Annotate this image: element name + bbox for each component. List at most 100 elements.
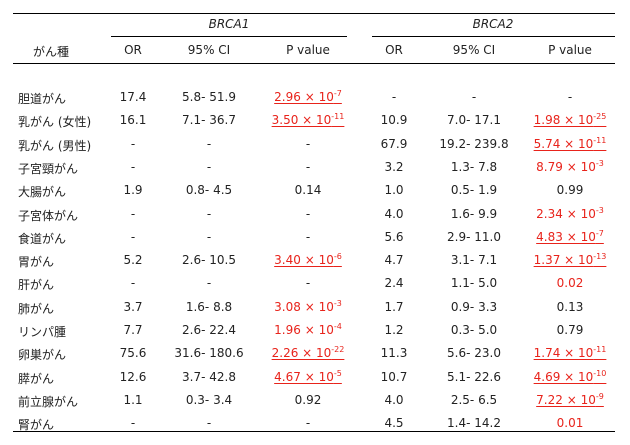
p-value-mantissa: 3.40 × 10 bbox=[274, 253, 334, 267]
cancer-type: 子宮頸がん bbox=[18, 162, 79, 176]
p-value-mantissa: 4.69 × 10 bbox=[533, 370, 594, 384]
p-value: 4.69 × 10-10 bbox=[533, 370, 607, 385]
p-value-exponent: -5 bbox=[333, 369, 342, 378]
brca2-ci: 1.1- 5.0 bbox=[450, 276, 498, 290]
p-value-mantissa: 2.96 × 10 bbox=[274, 90, 334, 104]
cancer-type: 胆道がん bbox=[18, 92, 67, 106]
brca1-ci: 31.6- 180.6 bbox=[174, 346, 244, 360]
brca2-ci: 19.2- 239.8 bbox=[439, 137, 509, 151]
brca2-or: 2.4 bbox=[384, 276, 404, 290]
p-value: - bbox=[306, 160, 310, 174]
brca1-ci: - bbox=[206, 276, 212, 290]
brca1-ci-header: 95% CI bbox=[187, 43, 231, 57]
p-value: 0.79 bbox=[557, 323, 584, 337]
p-value: 1.96 × 10-4 bbox=[274, 323, 342, 338]
brca2-or: 4.5 bbox=[384, 416, 404, 430]
p-value-mantissa: 4.83 × 10 bbox=[536, 230, 596, 244]
p-value-mantissa: - bbox=[567, 90, 573, 104]
brca2-or: 1.2 bbox=[384, 323, 404, 337]
brca1-or: - bbox=[130, 230, 136, 244]
brca2-ci: - bbox=[471, 90, 477, 104]
brca2-group-rule bbox=[372, 36, 615, 37]
p-value-exponent: -25 bbox=[593, 112, 607, 121]
brca1-ci: 1.6- 8.8 bbox=[185, 300, 233, 314]
p-value-exponent: -7 bbox=[333, 89, 342, 98]
brca1-or: 1.9 bbox=[123, 183, 143, 197]
gene-header-brca2: BRCA2 bbox=[472, 17, 514, 31]
brca1-ci: 2.6- 10.5 bbox=[182, 253, 236, 267]
p-value-exponent: -22 bbox=[331, 345, 345, 354]
cancer-type: 大腸がん bbox=[18, 185, 67, 199]
cancer-type: 胃がん bbox=[18, 255, 55, 269]
brca1-pvalue-header: P value bbox=[286, 43, 330, 57]
p-value-mantissa: 2.34 × 10 bbox=[536, 207, 596, 221]
p-value: 2.34 × 10-3 bbox=[536, 207, 604, 222]
p-value-mantissa: - bbox=[305, 137, 311, 151]
brca2-or: 3.2 bbox=[384, 160, 404, 174]
p-value-exponent: -11 bbox=[593, 345, 607, 354]
brca2-or-header: OR bbox=[385, 43, 403, 57]
p-value: 0.02 bbox=[557, 276, 584, 290]
p-value-mantissa: 4.67 × 10 bbox=[274, 370, 334, 384]
brca2-or: 5.6 bbox=[384, 230, 404, 244]
p-value: 3.08 × 10-3 bbox=[274, 299, 342, 315]
p-value-mantissa: - bbox=[305, 160, 311, 174]
cancer-type: 膵がん bbox=[18, 372, 55, 386]
brca2-ci: 1.4- 14.2 bbox=[447, 416, 501, 430]
p-value-exponent: -3 bbox=[333, 299, 342, 308]
brca2-ci: 1.3- 7.8 bbox=[450, 160, 498, 174]
p-value-mantissa: - bbox=[305, 416, 311, 430]
p-value: - bbox=[306, 137, 310, 151]
brca1-ci: 0.8- 4.5 bbox=[185, 183, 233, 197]
p-value-mantissa: 1.74 × 10 bbox=[533, 346, 594, 360]
brca2-pvalue-header: P value bbox=[548, 43, 592, 57]
p-value: 1.74 × 10-11 bbox=[533, 345, 607, 361]
brca2-ci: 1.6- 9.9 bbox=[450, 207, 498, 221]
p-value: 3.40 × 10-6 bbox=[274, 252, 342, 268]
brca1-ci: - bbox=[206, 230, 212, 244]
p-value-exponent: -11 bbox=[593, 136, 607, 145]
cancer-type: 前立腺がん bbox=[18, 395, 79, 409]
p-value-mantissa: 0.02 bbox=[556, 276, 584, 290]
p-value: 2.96 × 10-7 bbox=[274, 89, 342, 105]
p-value: 4.83 × 10-7 bbox=[536, 230, 604, 245]
cancer-type: 肺がん bbox=[18, 302, 55, 316]
p-value-mantissa: 0.14 bbox=[294, 183, 322, 197]
brca2-or: 4.0 bbox=[384, 393, 404, 407]
top-rule bbox=[13, 13, 615, 14]
brca2-or: 1.0 bbox=[384, 183, 404, 197]
brca2-or: 10.7 bbox=[380, 370, 408, 384]
cancer-type: 腎がん bbox=[18, 418, 55, 432]
brca1-or: - bbox=[130, 160, 136, 174]
p-value: 3.50 × 10-11 bbox=[272, 113, 345, 128]
brca2-or: 11.3 bbox=[380, 346, 408, 360]
p-value: - bbox=[306, 230, 310, 244]
p-value-mantissa: 0.01 bbox=[556, 416, 584, 430]
gene-header-brca1: BRCA1 bbox=[208, 17, 250, 31]
brca1-or: 75.6 bbox=[119, 346, 147, 360]
p-value: 0.99 bbox=[557, 183, 584, 197]
p-value-mantissa: 0.13 bbox=[556, 300, 584, 314]
p-value: 5.74 × 10-11 bbox=[534, 136, 607, 152]
brca1-ci: - bbox=[206, 207, 212, 221]
p-value-exponent: -3 bbox=[595, 159, 604, 168]
cancer-type: 卵巣がん bbox=[18, 348, 67, 362]
p-value: 4.67 × 10-5 bbox=[274, 369, 342, 385]
brca2-ci: 5.6- 23.0 bbox=[447, 346, 501, 360]
brca2-or: 4.0 bbox=[384, 207, 404, 221]
brca2-or: - bbox=[391, 90, 397, 104]
brca2-ci: 0.9- 3.3 bbox=[450, 300, 498, 314]
brca1-or: 5.2 bbox=[123, 253, 143, 267]
brca1-or: - bbox=[130, 207, 136, 221]
brca1-or: 16.1 bbox=[119, 113, 147, 127]
brca2-ci-header: 95% CI bbox=[452, 43, 496, 57]
cancer-type: 乳がん (男性) bbox=[18, 139, 92, 153]
brca2-or: 67.9 bbox=[380, 137, 408, 151]
cancer-type: リンパ腫 bbox=[18, 325, 67, 339]
brca2-or: 4.7 bbox=[384, 253, 404, 267]
p-value-exponent: -6 bbox=[333, 252, 342, 261]
brca1-or: - bbox=[130, 416, 136, 430]
brca1-ci: - bbox=[206, 416, 212, 430]
bottom-rule bbox=[13, 431, 615, 432]
brca2-ci: 7.0- 17.1 bbox=[447, 113, 501, 127]
